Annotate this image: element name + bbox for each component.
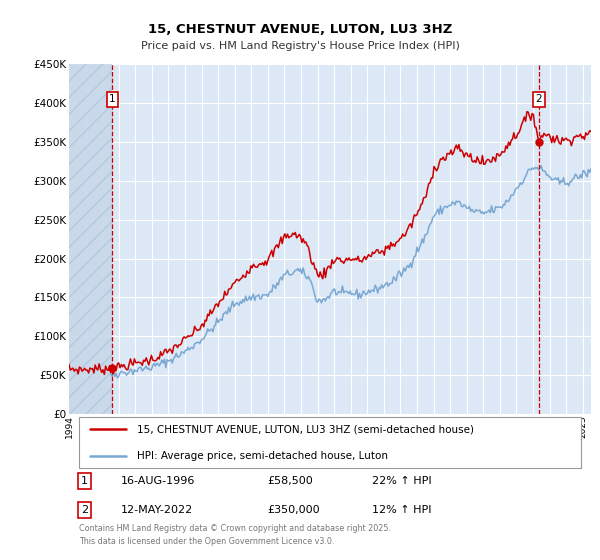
Text: 15, CHESTNUT AVENUE, LUTON, LU3 3HZ: 15, CHESTNUT AVENUE, LUTON, LU3 3HZ bbox=[148, 22, 452, 36]
Text: 12% ↑ HPI: 12% ↑ HPI bbox=[372, 505, 431, 515]
Text: Price paid vs. HM Land Registry's House Price Index (HPI): Price paid vs. HM Land Registry's House … bbox=[140, 41, 460, 51]
Text: 22% ↑ HPI: 22% ↑ HPI bbox=[372, 476, 431, 486]
Text: HPI: Average price, semi-detached house, Luton: HPI: Average price, semi-detached house,… bbox=[137, 451, 388, 460]
Text: 16-AUG-1996: 16-AUG-1996 bbox=[121, 476, 196, 486]
Text: Contains HM Land Registry data © Crown copyright and database right 2025.
This d: Contains HM Land Registry data © Crown c… bbox=[79, 524, 391, 545]
Bar bbox=[69, 64, 112, 414]
Text: 1: 1 bbox=[109, 94, 116, 104]
Text: 2: 2 bbox=[536, 94, 542, 104]
Text: £58,500: £58,500 bbox=[268, 476, 313, 486]
Text: 2: 2 bbox=[81, 505, 88, 515]
Text: 1: 1 bbox=[81, 476, 88, 486]
Text: £350,000: £350,000 bbox=[268, 505, 320, 515]
Text: 12-MAY-2022: 12-MAY-2022 bbox=[121, 505, 193, 515]
Text: 15, CHESTNUT AVENUE, LUTON, LU3 3HZ (semi-detached house): 15, CHESTNUT AVENUE, LUTON, LU3 3HZ (sem… bbox=[137, 424, 474, 434]
FancyBboxPatch shape bbox=[79, 417, 581, 468]
